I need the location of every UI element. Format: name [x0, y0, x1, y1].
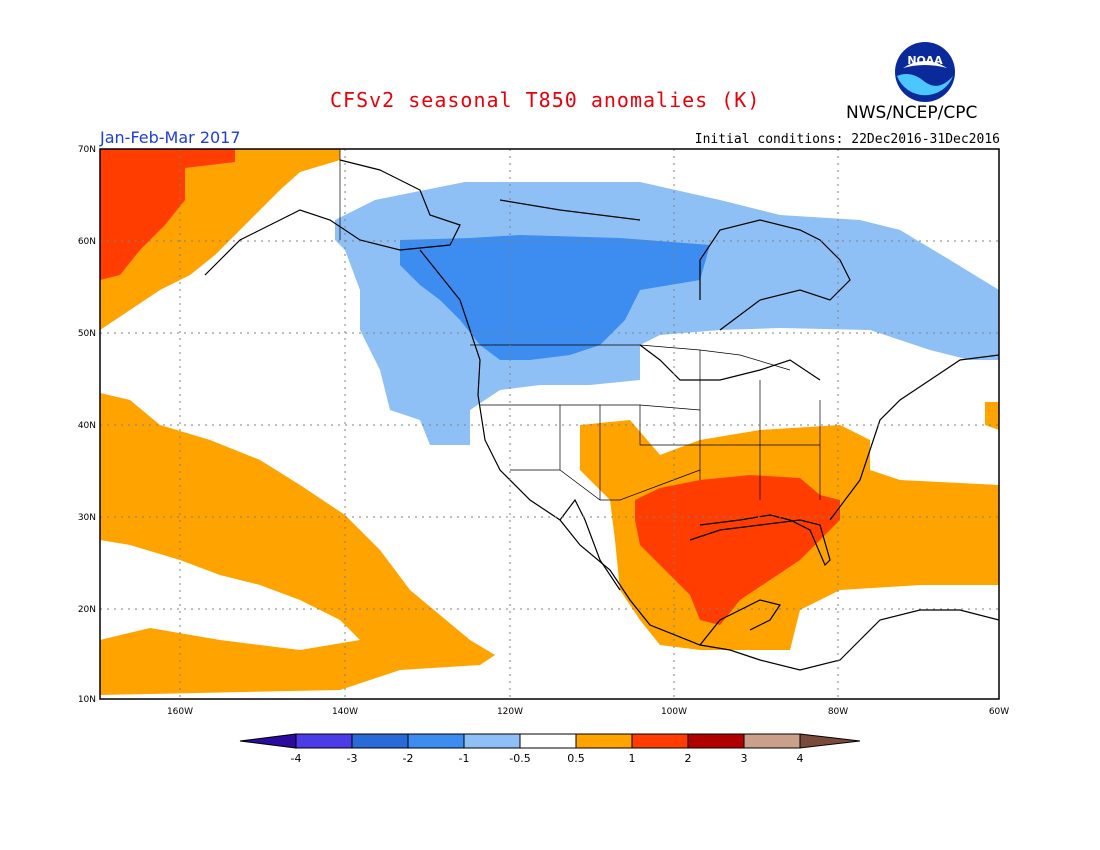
period-label: Jan-Feb-Mar 2017 — [100, 128, 241, 147]
graticule — [100, 149, 999, 699]
anomaly-hot-region — [635, 475, 840, 625]
lat-label: 30N — [78, 513, 96, 523]
initial-conditions-label: Initial conditions: 22Dec2016-31Dec2016 — [694, 132, 1000, 147]
lon-label: 160W — [167, 707, 193, 717]
anomaly-cool-region — [335, 182, 999, 445]
political-boundaries — [339, 149, 821, 501]
legend-swatch — [687, 733, 745, 749]
noaa-logo: NOAA — [893, 40, 957, 108]
lon-label: 100W — [661, 707, 687, 717]
color-legend: -4 -3 -2 -1 -0.5 0.5 1 2 3 4 — [239, 733, 861, 765]
lat-label: 50N — [78, 329, 96, 339]
legend-label: 4 — [797, 752, 804, 765]
lat-label: 60N — [78, 237, 96, 247]
agency-label: NWS/NCEP/CPC — [846, 103, 978, 123]
legend-label: 0.5 — [567, 752, 585, 765]
legend-label: -0.5 — [509, 752, 530, 765]
lon-labels: 160W 140W 120W 100W 80W 60W — [167, 707, 1009, 717]
legend-label: -2 — [403, 752, 414, 765]
lon-label: 80W — [828, 707, 848, 717]
coastlines — [204, 159, 999, 671]
lon-label: 60W — [989, 707, 1009, 717]
logo-text: NOAA — [907, 54, 943, 67]
legend-label: -4 — [291, 752, 302, 765]
anomaly-hot-region — [100, 149, 235, 280]
legend-swatch — [631, 733, 689, 749]
legend-swatch — [295, 733, 353, 749]
anomaly-cool-region — [400, 235, 710, 360]
legend-label: 1 — [629, 752, 636, 765]
legend-swatch — [519, 733, 577, 749]
map-frame — [99, 148, 1000, 700]
legend-swatch — [351, 733, 409, 749]
map-title: CFSv2 seasonal T850 anomalies (K) — [330, 88, 761, 112]
anomaly-field — [100, 149, 999, 695]
legend-label: 3 — [741, 752, 748, 765]
legend-label: -3 — [347, 752, 358, 765]
lat-label: 40N — [78, 421, 96, 431]
anomaly-warm-region — [985, 402, 999, 430]
lon-label: 140W — [332, 707, 358, 717]
legend-arrow-high — [799, 733, 861, 749]
lat-labels: 70N 60N 50N 40N 30N 20N 10N — [78, 145, 96, 705]
legend-swatch — [575, 733, 633, 749]
legend-arrow-low — [239, 733, 297, 749]
legend-label: 2 — [685, 752, 692, 765]
lat-label: 70N — [78, 145, 96, 155]
legend-swatch — [463, 733, 521, 749]
legend-swatch — [743, 733, 801, 749]
legend-swatch — [407, 733, 465, 749]
lat-label: 10N — [78, 695, 96, 705]
legend-label: -1 — [459, 752, 470, 765]
lon-label: 120W — [497, 707, 523, 717]
lat-label: 20N — [78, 605, 96, 615]
